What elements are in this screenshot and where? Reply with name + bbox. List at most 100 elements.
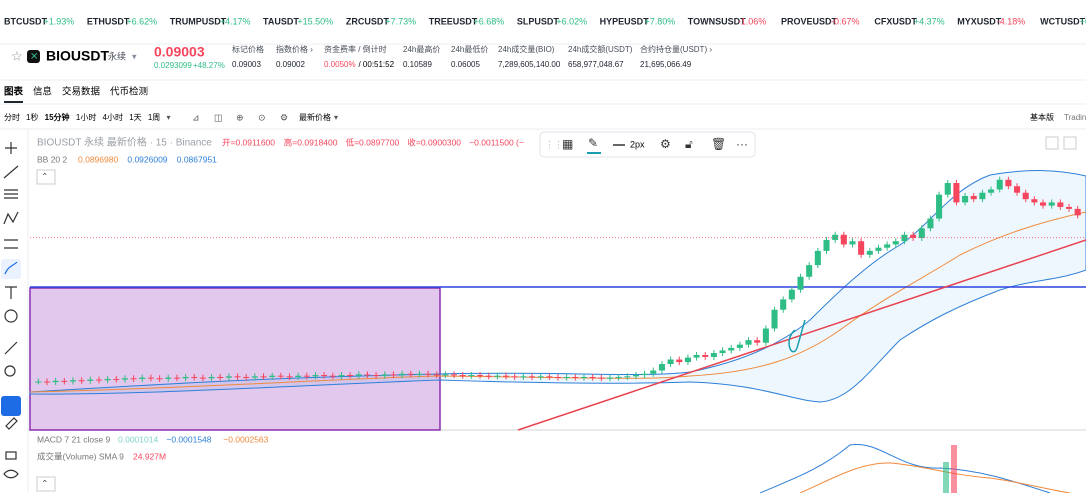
scroll-button[interactable]	[1063, 136, 1077, 150]
interval[interactable]: 15分钟	[45, 112, 70, 122]
candle	[321, 375, 328, 377]
ticker-symbol[interactable]: PROVEUSDT	[781, 16, 838, 26]
brush-drawing[interactable]	[788, 319, 806, 353]
candle	[892, 241, 899, 245]
candle	[373, 375, 380, 377]
collapse-button[interactable]	[36, 476, 56, 492]
lock-icon[interactable]: 🔓︎	[685, 137, 693, 151]
candle	[953, 183, 960, 203]
tab[interactable]: 图表	[4, 86, 24, 98]
ticker-change: +15.50%	[297, 16, 333, 26]
candle	[598, 377, 605, 379]
layout-mode[interactable]: Tradin	[1064, 113, 1086, 122]
drag-handle[interactable]: ⋮⋮	[545, 139, 563, 149]
tool-cross[interactable]	[5, 142, 17, 154]
scroll-button[interactable]	[1045, 136, 1059, 150]
tool-lock-draw[interactable]	[5, 417, 18, 430]
tool-magnet[interactable]	[1, 396, 21, 416]
tab[interactable]: 交易数据	[62, 86, 101, 98]
layout-mode[interactable]: 基本版	[1030, 112, 1054, 122]
interval[interactable]: 1周	[148, 113, 160, 122]
ticker-symbol[interactable]: HYPEUSDT	[600, 16, 650, 26]
ticker-symbol[interactable]: CFXUSDT	[874, 16, 917, 26]
tool-eye[interactable]	[3, 469, 19, 479]
tool-pattern[interactable]	[3, 211, 19, 225]
candle	[927, 218, 934, 229]
candle	[338, 375, 345, 377]
toolbar-icon[interactable]: ⊿	[192, 112, 200, 122]
candle	[329, 375, 336, 377]
ticker-symbol[interactable]: BTCUSDT	[4, 16, 47, 26]
candle	[191, 376, 198, 378]
tool-emoji[interactable]	[4, 309, 18, 323]
delete-icon[interactable]: 🗑︎	[711, 137, 726, 151]
candle	[269, 375, 276, 377]
price-type[interactable]: 最新价格	[299, 112, 331, 122]
candle	[979, 192, 986, 200]
candle	[875, 247, 882, 251]
macd-value: −0.0001548	[166, 434, 211, 444]
tab[interactable]: 代币检测	[110, 86, 148, 98]
settings-icon[interactable]: ⚙	[660, 137, 671, 151]
toolbar-icon[interactable]: ⊙	[258, 112, 266, 122]
interval[interactable]: 4小时	[103, 112, 123, 122]
trend-line[interactable]	[517, 239, 1086, 431]
ticker-symbol[interactable]: TAUSDT	[263, 16, 299, 26]
tool-lock[interactable]	[5, 451, 17, 460]
candle	[451, 374, 458, 376]
ticker-symbol[interactable]: SLPUSDT	[517, 16, 560, 26]
candle	[537, 376, 544, 378]
ticker-symbol[interactable]: TOWNSUSDT	[688, 16, 746, 26]
ticker-change: +4.17%	[220, 16, 251, 26]
toolbar-icon[interactable]: ◫	[214, 112, 223, 122]
ticker-change: +6.68%	[474, 16, 505, 26]
dropdown-icon[interactable]: ▾	[132, 51, 137, 61]
candle	[589, 376, 596, 378]
template-icon[interactable]: ▦	[562, 137, 573, 151]
stat-value: 7,289,605,140.00	[498, 60, 561, 69]
toolbar-icon[interactable]: ⚙	[280, 112, 288, 122]
tool-brush[interactable]	[4, 261, 18, 275]
ticker-symbol[interactable]: MYXUSDT	[957, 16, 1002, 26]
ticker-symbol[interactable]: TRUMPUSDT	[170, 16, 227, 26]
tool-ruler[interactable]	[4, 341, 18, 355]
contract-type: 永续	[108, 50, 126, 61]
interval[interactable]: 1秒	[26, 112, 38, 122]
candle	[520, 376, 527, 378]
candle	[840, 234, 847, 245]
tool-zoom[interactable]	[4, 365, 16, 377]
interval[interactable]: 分时	[4, 112, 20, 122]
tool-measure[interactable]	[4, 239, 18, 249]
candle	[399, 373, 406, 376]
more-icon[interactable]: ···	[736, 137, 748, 151]
tool-fib[interactable]	[4, 189, 18, 199]
ticker-symbol[interactable]: ETHUSDT	[87, 16, 130, 26]
candle	[485, 375, 492, 377]
candle	[390, 374, 397, 376]
ticker-symbol[interactable]: ZRCUSDT	[346, 16, 389, 26]
stat-value: 0.09003	[232, 60, 261, 69]
tool-text[interactable]	[5, 286, 17, 299]
tool-line[interactable]	[3, 165, 19, 179]
star-icon[interactable]: ☆	[11, 48, 23, 63]
ticker-symbol[interactable]: WCTUSDT	[1040, 16, 1085, 26]
stat-value: 0.10589	[403, 60, 432, 69]
candle	[503, 375, 510, 377]
candle	[754, 340, 761, 343]
stat-label: 24h最低价	[451, 44, 488, 54]
candle	[1005, 179, 1012, 187]
ticker-symbol[interactable]: TREEUSDT	[429, 16, 478, 26]
bollinger-mid	[29, 211, 1086, 393]
interval[interactable]: 1小时	[76, 112, 96, 122]
pen-icon[interactable]: ✎	[588, 136, 598, 150]
rectangle-drawing[interactable]	[29, 287, 441, 431]
candle	[477, 375, 484, 377]
interval[interactable]: 1天	[129, 113, 141, 122]
toolbar-icon[interactable]: ⊕	[236, 112, 244, 122]
candle	[87, 379, 94, 381]
candle	[641, 373, 648, 376]
collapse-button[interactable]	[36, 169, 56, 185]
tab[interactable]: 信息	[33, 86, 52, 98]
candle	[43, 381, 51, 383]
macd-signal	[799, 462, 1071, 494]
